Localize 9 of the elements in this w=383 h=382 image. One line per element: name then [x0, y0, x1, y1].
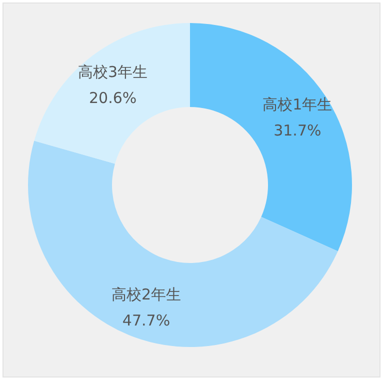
data-label: 31.7%	[274, 121, 322, 140]
slice-label: 高校2年生	[111, 285, 182, 304]
data-label: 47.7%	[122, 311, 170, 330]
donut-slice	[190, 23, 352, 252]
donut-slice	[28, 140, 338, 347]
donut-slice	[34, 23, 190, 164]
slice-label: 高校3年生	[78, 62, 148, 81]
data-label: 20.6%	[88, 88, 137, 107]
slice-label: 高校1年生	[262, 95, 332, 114]
